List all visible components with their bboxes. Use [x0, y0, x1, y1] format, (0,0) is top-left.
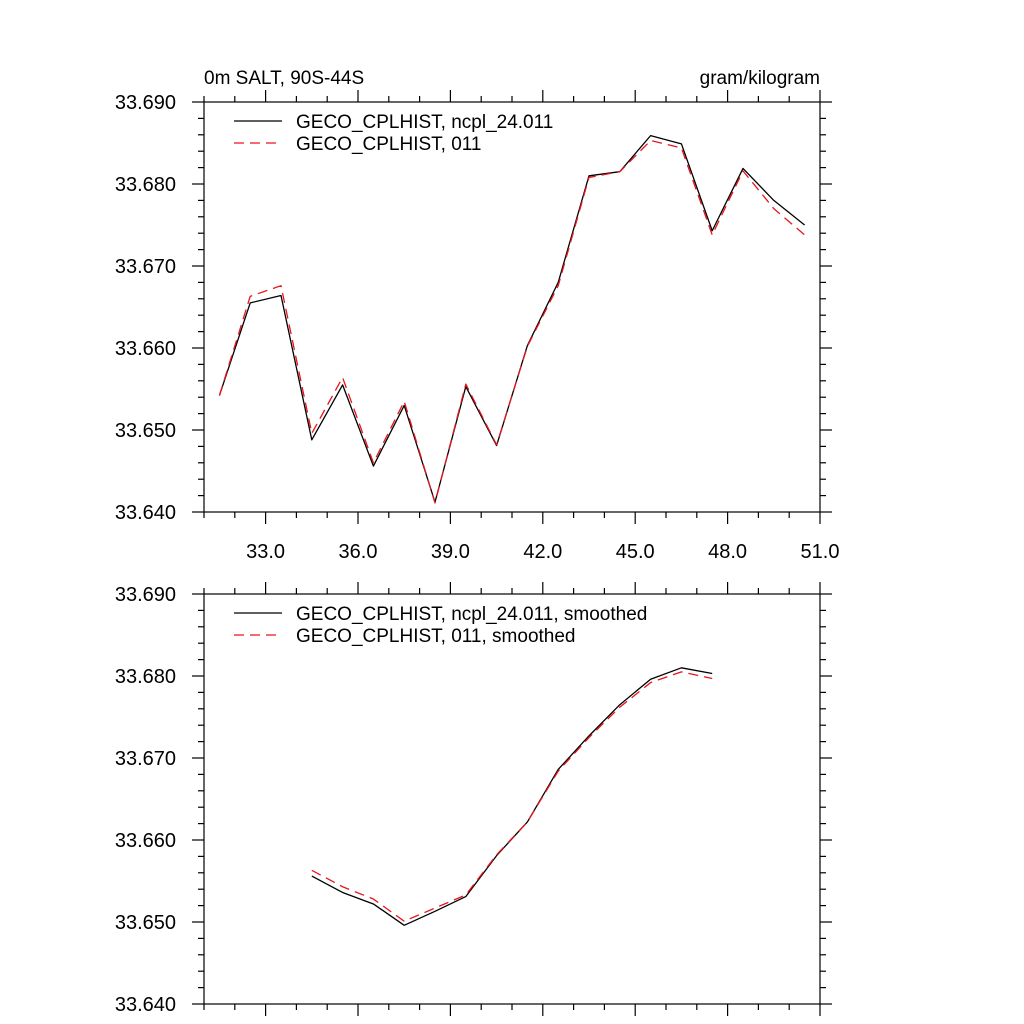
y-tick-label: 33.670	[115, 256, 176, 278]
y-tick-label: 33.640	[115, 994, 176, 1016]
y-tick-label: 33.670	[115, 748, 176, 770]
y-axis-tick-labels: 33.690 33.680 33.670 33.660 33.650 33.640	[115, 584, 176, 1016]
y-tick-label: 33.690	[115, 584, 176, 606]
y-tick-label: 33.650	[115, 912, 176, 934]
series-line-dashed	[218, 139, 806, 504]
legend-label: GECO_CPLHIST, ncpl_24.011	[296, 112, 553, 133]
bottom-panel: 33.690 33.680 33.670 33.660 33.650 33.640 GEC…	[115, 582, 832, 1016]
units-label: gram/kilogram	[700, 68, 820, 89]
x-tick-label: 33.0	[246, 541, 285, 563]
chart-title: 0m SALT, 90S-44S	[204, 68, 364, 89]
legend: GECO_CPLHIST, ncpl_24.011 GECO_CPLHIST, …	[234, 112, 553, 155]
y-axis-tick-labels: 33.690 33.680 33.670 33.660 33.650 33.640	[115, 92, 176, 524]
y-tick-label: 33.660	[115, 338, 176, 360]
plot-frame	[203, 101, 821, 513]
axis-ticks	[192, 582, 832, 1016]
x-tick-label: 39.0	[431, 541, 470, 563]
legend-label: GECO_CPLHIST, 011, smoothed	[296, 626, 576, 647]
series-line-solid	[311, 667, 713, 926]
x-tick-label: 36.0	[339, 541, 378, 563]
plot-frame	[203, 593, 821, 1005]
series-line-solid	[218, 134, 806, 503]
y-tick-label: 33.690	[115, 92, 176, 114]
series-lines	[218, 134, 806, 504]
axis-ticks	[192, 90, 832, 524]
top-panel: 0m SALT, 90S-44S gram/kilogram 33.69033.…	[115, 68, 840, 563]
y-tick-label: 33.650	[115, 420, 176, 442]
series-line-dashed	[311, 671, 713, 922]
x-tick-label: 51.0	[801, 541, 840, 563]
y-tick-label: 33.660	[115, 830, 176, 852]
x-tick-label: 42.0	[523, 541, 562, 563]
x-tick-label: 45.0	[616, 541, 655, 563]
y-tick-label: 33.680	[115, 666, 176, 688]
legend-label: GECO_CPLHIST, 011	[296, 134, 482, 155]
legend: GECO_CPLHIST, ncpl_24.011, smoothed GECO…	[234, 604, 647, 647]
y-tick-label: 33.680	[115, 174, 176, 196]
y-tick-label: 33.640	[115, 502, 176, 524]
series-lines	[311, 667, 713, 926]
x-axis-tick-labels: 33.0 36.0 39.0 42.0 45.0 48.0 51.0	[246, 541, 839, 563]
x-tick-label: 48.0	[708, 541, 747, 563]
legend-label: GECO_CPLHIST, ncpl_24.011, smoothed	[296, 604, 647, 625]
